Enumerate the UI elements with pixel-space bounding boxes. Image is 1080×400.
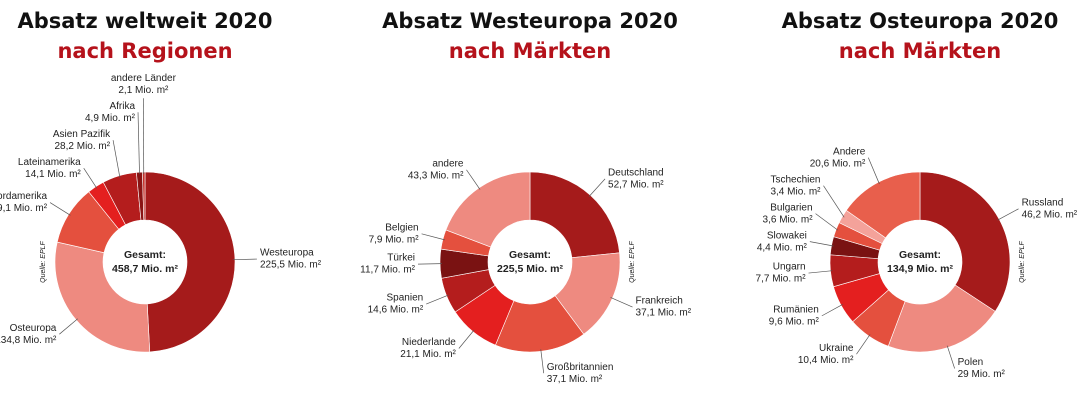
leader-line	[232, 258, 257, 261]
donut-segment	[919, 171, 1011, 312]
leader-line	[823, 185, 845, 218]
leader-line	[856, 334, 871, 355]
leader-line	[808, 270, 833, 274]
slice-label: Westeuropa	[260, 248, 314, 259]
slice-value-label: 14,1 Mio. m²	[25, 169, 81, 180]
leader-line	[112, 140, 121, 178]
slice-value-label: 134,8 Mio. m²	[0, 335, 57, 346]
leader-line	[458, 329, 475, 349]
source-note: Quelle: EPLF	[1019, 240, 1026, 282]
slice-value-label: 11,7 Mio. m²	[360, 265, 415, 276]
slice-label: Nordamerika	[0, 191, 47, 202]
slice-value-label: 28,2 Mio. m²	[55, 141, 111, 152]
leader-line	[59, 318, 78, 335]
leader-line	[588, 178, 606, 197]
slice-value-label: 4,4 Mio. m²	[757, 242, 808, 253]
slice-label: Deutschland	[608, 167, 664, 178]
slice-label: Polen	[958, 357, 984, 368]
leader-line	[809, 241, 834, 247]
slice-value-label: 43,3 Mio. m²	[408, 170, 464, 181]
slice-value-label: 46,2 Mio. m²	[1022, 209, 1078, 220]
donut-segment	[529, 171, 620, 259]
slice-value-label: 10,4 Mio. m²	[798, 355, 854, 366]
slice-value-label: 21,1 Mio. m²	[400, 349, 456, 360]
chart-title: Absatz Osteuropa 2020	[782, 9, 1059, 33]
slice-label: Großbritannien	[547, 362, 614, 373]
leader-line	[610, 297, 633, 308]
chart-subtitle: nach Märkten	[449, 39, 611, 63]
slice-value-label: 52,7 Mio. m²	[608, 179, 664, 190]
leader-line	[540, 349, 545, 374]
center-label: Gesamt:	[509, 249, 551, 261]
donut-segment	[142, 171, 146, 221]
slice-label: Andere	[833, 146, 866, 157]
slice-value-label: 3,6 Mio. m²	[763, 214, 814, 225]
donut-segment	[845, 171, 921, 239]
slice-label: andere Länder	[111, 73, 177, 84]
slice-value-label: 225,5 Mio. m²	[260, 260, 322, 271]
leader-line	[946, 345, 955, 369]
chart-title: Absatz Westeuropa 2020	[382, 9, 678, 33]
slice-label: Rumänien	[773, 305, 819, 316]
source-note: Quelle: EPLF	[40, 240, 47, 282]
leader-line	[997, 208, 1019, 221]
slice-label: Frankreich	[636, 296, 683, 307]
slice-value-label: 7,9 Mio. m²	[369, 234, 420, 245]
donut-segment	[887, 284, 996, 353]
chart-subtitle: nach Märkten	[839, 39, 1001, 63]
leader-line	[821, 304, 844, 317]
chart-title: Absatz weltweit 2020	[17, 9, 272, 33]
slice-value-label: 4,9 Mio. m²	[85, 113, 136, 124]
source-note: Quelle: EPLF	[629, 240, 636, 282]
slice-label: Russland	[1022, 197, 1064, 208]
chart-subtitle: nach Regionen	[57, 39, 232, 63]
leader-line	[83, 168, 98, 189]
leader-line	[466, 169, 481, 190]
leader-line	[867, 157, 880, 185]
slice-value-label: 20,6 Mio. m²	[810, 158, 866, 169]
slice-label: Belgien	[385, 222, 418, 233]
center-label: Gesamt:	[899, 249, 941, 261]
leader-line	[426, 294, 449, 305]
donut-segment	[445, 171, 531, 248]
slice-label: Tschechien	[770, 174, 820, 185]
slice-label: Türkei	[387, 253, 415, 264]
center-value: 134,9 Mio. m²	[887, 263, 953, 275]
slice-value-label: 7,7 Mio. m²	[756, 274, 807, 285]
slice-label: andere	[432, 158, 464, 169]
slice-value-label: 14,6 Mio. m²	[368, 305, 424, 316]
slice-value-label: 37,1 Mio. m²	[547, 374, 603, 385]
slice-label: Spanien	[387, 293, 424, 304]
slice-label: Osteuropa	[10, 323, 57, 334]
slice-value-label: 37,1 Mio. m²	[636, 308, 692, 319]
leader-line	[815, 213, 839, 231]
donut-segment	[144, 171, 236, 353]
slice-label: Ukraine	[819, 343, 854, 354]
slice-value-label: 49,1 Mio. m²	[0, 203, 48, 214]
center-value: 458,7 Mio. m²	[112, 263, 178, 275]
slice-label: Bulgarien	[770, 202, 812, 213]
slice-value-label: 2,1 Mio. m²	[118, 85, 169, 96]
slice-label: Lateinamerika	[18, 157, 81, 168]
slice-label: Asien Pazifik	[53, 129, 111, 140]
leader-line	[421, 233, 445, 241]
center-label: Gesamt:	[124, 249, 166, 261]
slice-label: Afrika	[109, 101, 135, 112]
donut-segment	[54, 241, 151, 353]
slice-label: Ungarn	[773, 262, 806, 273]
leader-line	[137, 112, 140, 175]
slice-label: Slowakei	[767, 230, 807, 241]
slice-value-label: 29 Mio. m²	[958, 369, 1006, 380]
slice-value-label: 9,6 Mio. m²	[769, 317, 820, 328]
leader-line	[49, 202, 71, 216]
center-value: 225,5 Mio. m²	[497, 263, 563, 275]
slice-label: Niederlande	[402, 337, 456, 348]
slice-value-label: 3,4 Mio. m²	[770, 186, 821, 197]
